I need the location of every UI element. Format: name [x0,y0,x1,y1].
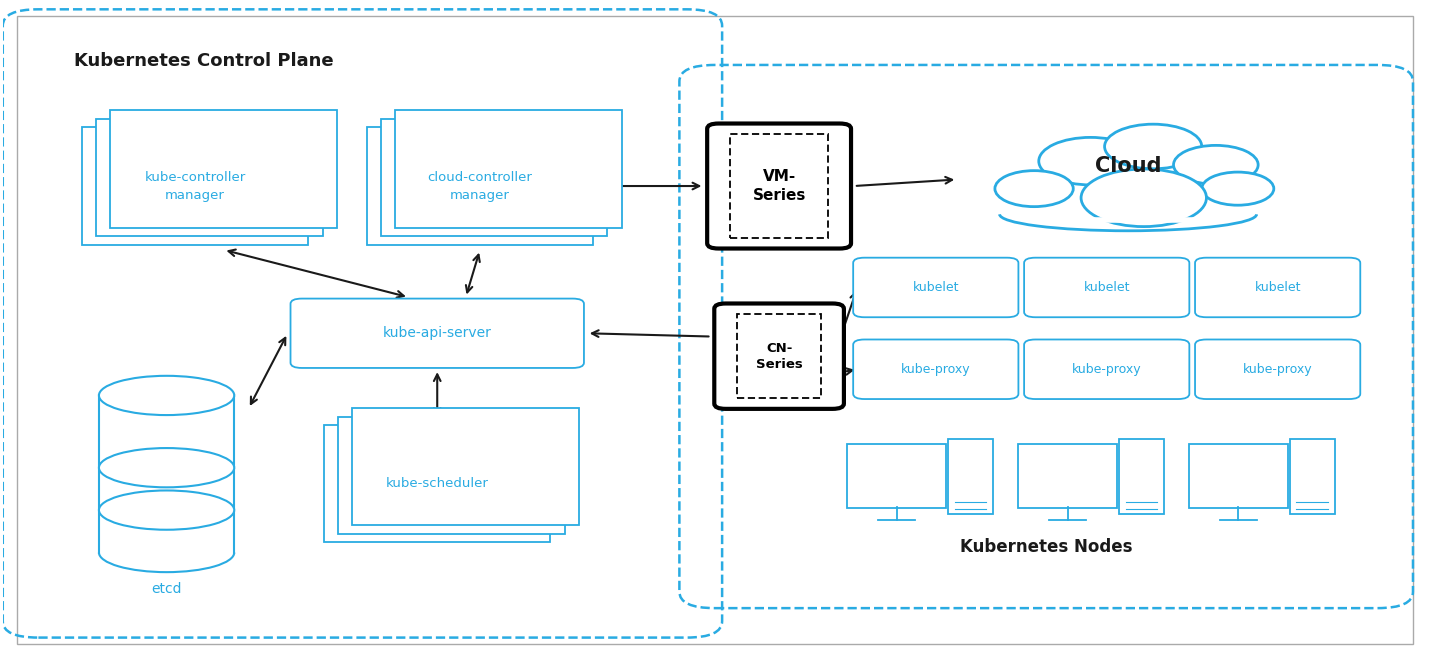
FancyBboxPatch shape [708,123,851,249]
Circle shape [1038,137,1143,185]
FancyBboxPatch shape [1024,257,1190,317]
FancyBboxPatch shape [715,304,844,409]
FancyBboxPatch shape [325,425,551,543]
FancyBboxPatch shape [96,119,323,236]
FancyBboxPatch shape [847,444,947,508]
Text: kubelet: kubelet [1084,281,1130,294]
FancyBboxPatch shape [1188,444,1288,508]
FancyBboxPatch shape [380,119,608,236]
Text: kube-controller
manager: kube-controller manager [144,170,246,201]
Text: CN-
Series: CN- Series [755,342,802,371]
Text: Cloud: Cloud [1095,156,1161,176]
FancyBboxPatch shape [290,298,583,368]
FancyBboxPatch shape [948,439,992,513]
Circle shape [995,171,1074,207]
FancyBboxPatch shape [395,110,622,228]
Text: Kubernetes Nodes: Kubernetes Nodes [960,538,1133,556]
Ellipse shape [99,376,235,415]
Text: cloud-controller
manager: cloud-controller manager [428,170,532,201]
FancyBboxPatch shape [854,339,1018,399]
Circle shape [1104,124,1201,169]
Text: kubelet: kubelet [1254,281,1301,294]
Bar [978,161,1278,225]
Circle shape [1174,145,1258,184]
Text: kubelet: kubelet [912,281,960,294]
FancyBboxPatch shape [1018,444,1117,508]
Circle shape [1081,169,1207,226]
Text: kube-proxy: kube-proxy [1072,363,1141,376]
Ellipse shape [99,490,235,530]
FancyBboxPatch shape [1118,439,1164,513]
Bar [99,395,235,552]
Text: kube-scheduler: kube-scheduler [386,477,489,490]
Text: kube-proxy: kube-proxy [901,363,971,376]
FancyBboxPatch shape [339,416,565,534]
Text: kube-api-server: kube-api-server [383,326,492,341]
FancyBboxPatch shape [17,16,1413,644]
Text: etcd: etcd [152,582,182,596]
FancyBboxPatch shape [1024,339,1190,399]
Text: Kubernetes Control Plane: Kubernetes Control Plane [74,52,333,70]
Text: VM-
Series: VM- Series [752,169,805,203]
FancyBboxPatch shape [352,408,579,525]
FancyBboxPatch shape [854,257,1018,317]
FancyBboxPatch shape [1290,439,1334,513]
Ellipse shape [99,448,235,487]
FancyBboxPatch shape [82,127,309,245]
FancyBboxPatch shape [110,110,337,228]
Circle shape [1201,172,1274,205]
FancyBboxPatch shape [366,127,593,245]
Text: kube-proxy: kube-proxy [1243,363,1313,376]
FancyBboxPatch shape [1195,339,1360,399]
FancyBboxPatch shape [1195,257,1360,317]
